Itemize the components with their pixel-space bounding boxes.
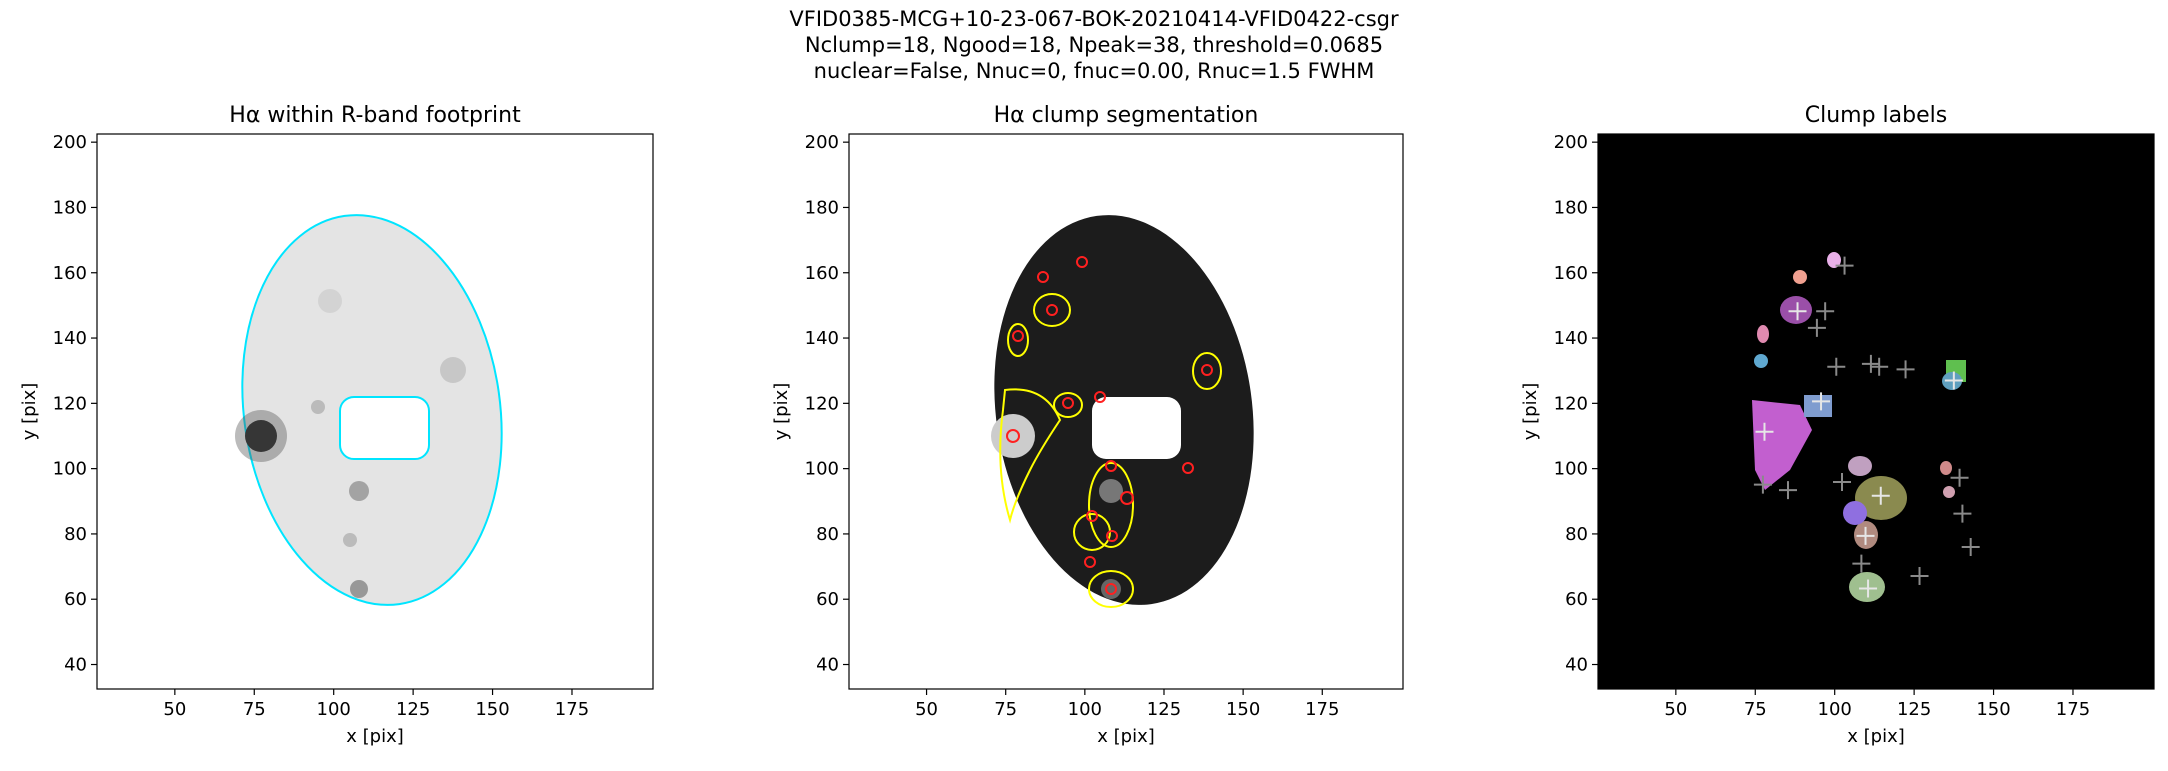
y-tick-label: 80 bbox=[64, 524, 87, 545]
x-tick-label: 125 bbox=[1897, 699, 1931, 720]
x-tick-label: 75 bbox=[243, 699, 266, 720]
axes-frame bbox=[96, 133, 654, 690]
y-tick-label: 200 bbox=[1554, 132, 1588, 153]
y-tick-label: 160 bbox=[805, 263, 839, 284]
y-tick-label: 40 bbox=[816, 655, 839, 676]
y-tick-label: 160 bbox=[1554, 263, 1588, 284]
marker bbox=[1856, 526, 1875, 545]
x-tick-label: 125 bbox=[1147, 699, 1181, 720]
marker bbox=[1896, 360, 1915, 379]
x-tick-label: 50 bbox=[1664, 699, 1687, 720]
y-tick-label: 200 bbox=[805, 132, 839, 153]
y-tick-label: 60 bbox=[816, 589, 839, 610]
panel-title: Clump labels bbox=[1805, 103, 1947, 128]
suptitle: VFID0385-MCG+10-23-067-BOK-20210414-VFID… bbox=[789, 7, 1399, 31]
y-tick-label: 100 bbox=[805, 459, 839, 480]
x-tick-label: 100 bbox=[1068, 699, 1102, 720]
x-tick-label: 75 bbox=[1744, 699, 1767, 720]
y-tick-label: 40 bbox=[1565, 655, 1588, 676]
marker bbox=[1871, 486, 1890, 505]
y-tick-label: 180 bbox=[53, 197, 87, 218]
x-tick-label: 175 bbox=[555, 699, 589, 720]
x-axis-label: x [pix] bbox=[1847, 726, 1905, 747]
y-tick-label: 60 bbox=[64, 589, 87, 610]
y-tick-label: 120 bbox=[805, 393, 839, 414]
axes-frame bbox=[1597, 133, 2155, 690]
y-tick-label: 180 bbox=[1554, 197, 1588, 218]
x-tick-label: 150 bbox=[1976, 699, 2010, 720]
x-tick-label: 100 bbox=[317, 699, 351, 720]
image-layer bbox=[1598, 134, 2154, 689]
y-axis-label: y [pix] bbox=[1520, 383, 1541, 441]
image-layer bbox=[991, 215, 1254, 608]
suptitle: nuclear=False, Nnuc=0, fnuc=0.00, Rnuc=1… bbox=[814, 59, 1375, 83]
marker bbox=[1827, 357, 1846, 376]
y-tick-label: 120 bbox=[53, 393, 87, 414]
marker bbox=[1852, 554, 1871, 573]
x-tick-label: 150 bbox=[475, 699, 509, 720]
marker bbox=[1753, 475, 1772, 494]
x-tick-label: 175 bbox=[1305, 699, 1339, 720]
panel: 50 75 100 125 150 175 40 60 80 100 120 140 160 180 200… bbox=[1520, 103, 2155, 747]
y-tick-label: 100 bbox=[53, 459, 87, 480]
y-tick-label: 180 bbox=[805, 197, 839, 218]
marker bbox=[1778, 481, 1797, 500]
y-tick-label: 140 bbox=[53, 328, 87, 349]
panel: 50 75 100 125 150 175 40 60 80 100 120 140 160 180 200… bbox=[19, 103, 654, 747]
marker bbox=[1944, 371, 1963, 390]
marker bbox=[1870, 357, 1889, 376]
x-axis-label: x [pix] bbox=[346, 726, 404, 747]
x-tick-label: 175 bbox=[2056, 699, 2090, 720]
panel: 50 75 100 125 150 175 40 60 80 100 120 140 160 180 200… bbox=[771, 103, 1404, 747]
x-tick-label: 75 bbox=[994, 699, 1017, 720]
image-layer bbox=[235, 214, 503, 606]
y-tick-label: 100 bbox=[1554, 459, 1588, 480]
y-tick-label: 200 bbox=[53, 132, 87, 153]
marker bbox=[1961, 537, 1980, 556]
x-tick-label: 50 bbox=[915, 699, 938, 720]
x-tick-label: 150 bbox=[1226, 699, 1260, 720]
marker bbox=[1953, 504, 1972, 523]
marker bbox=[1812, 392, 1831, 411]
x-tick-label: 50 bbox=[163, 699, 186, 720]
panel-title: Hα clump segmentation bbox=[994, 103, 1259, 128]
x-axis-label: x [pix] bbox=[1097, 726, 1155, 747]
panel-title: Hα within R-band footprint bbox=[229, 103, 521, 128]
y-tick-label: 40 bbox=[64, 655, 87, 676]
marker bbox=[1950, 468, 1969, 487]
marker bbox=[1835, 256, 1854, 275]
marker bbox=[1859, 579, 1878, 598]
y-tick-label: 140 bbox=[1554, 328, 1588, 349]
marker bbox=[1910, 567, 1929, 586]
y-tick-label: 80 bbox=[1565, 524, 1588, 545]
y-tick-label: 60 bbox=[1565, 589, 1588, 610]
marker bbox=[1788, 302, 1807, 321]
y-tick-label: 120 bbox=[1554, 393, 1588, 414]
axes-frame bbox=[848, 133, 1404, 690]
y-tick-label: 140 bbox=[805, 328, 839, 349]
x-tick-label: 100 bbox=[1818, 699, 1852, 720]
marker bbox=[1861, 354, 1880, 373]
marker bbox=[1833, 473, 1851, 492]
y-tick-label: 80 bbox=[816, 524, 839, 545]
marker bbox=[1755, 422, 1774, 441]
y-tick-label: 160 bbox=[53, 263, 87, 284]
x-tick-label: 125 bbox=[396, 699, 430, 720]
y-axis-label: y [pix] bbox=[771, 383, 792, 441]
y-axis-label: y [pix] bbox=[19, 383, 40, 441]
suptitle: Nclump=18, Ngood=18, Npeak=38, threshold… bbox=[805, 33, 1383, 57]
marker bbox=[1816, 302, 1835, 321]
marker bbox=[1807, 318, 1826, 337]
